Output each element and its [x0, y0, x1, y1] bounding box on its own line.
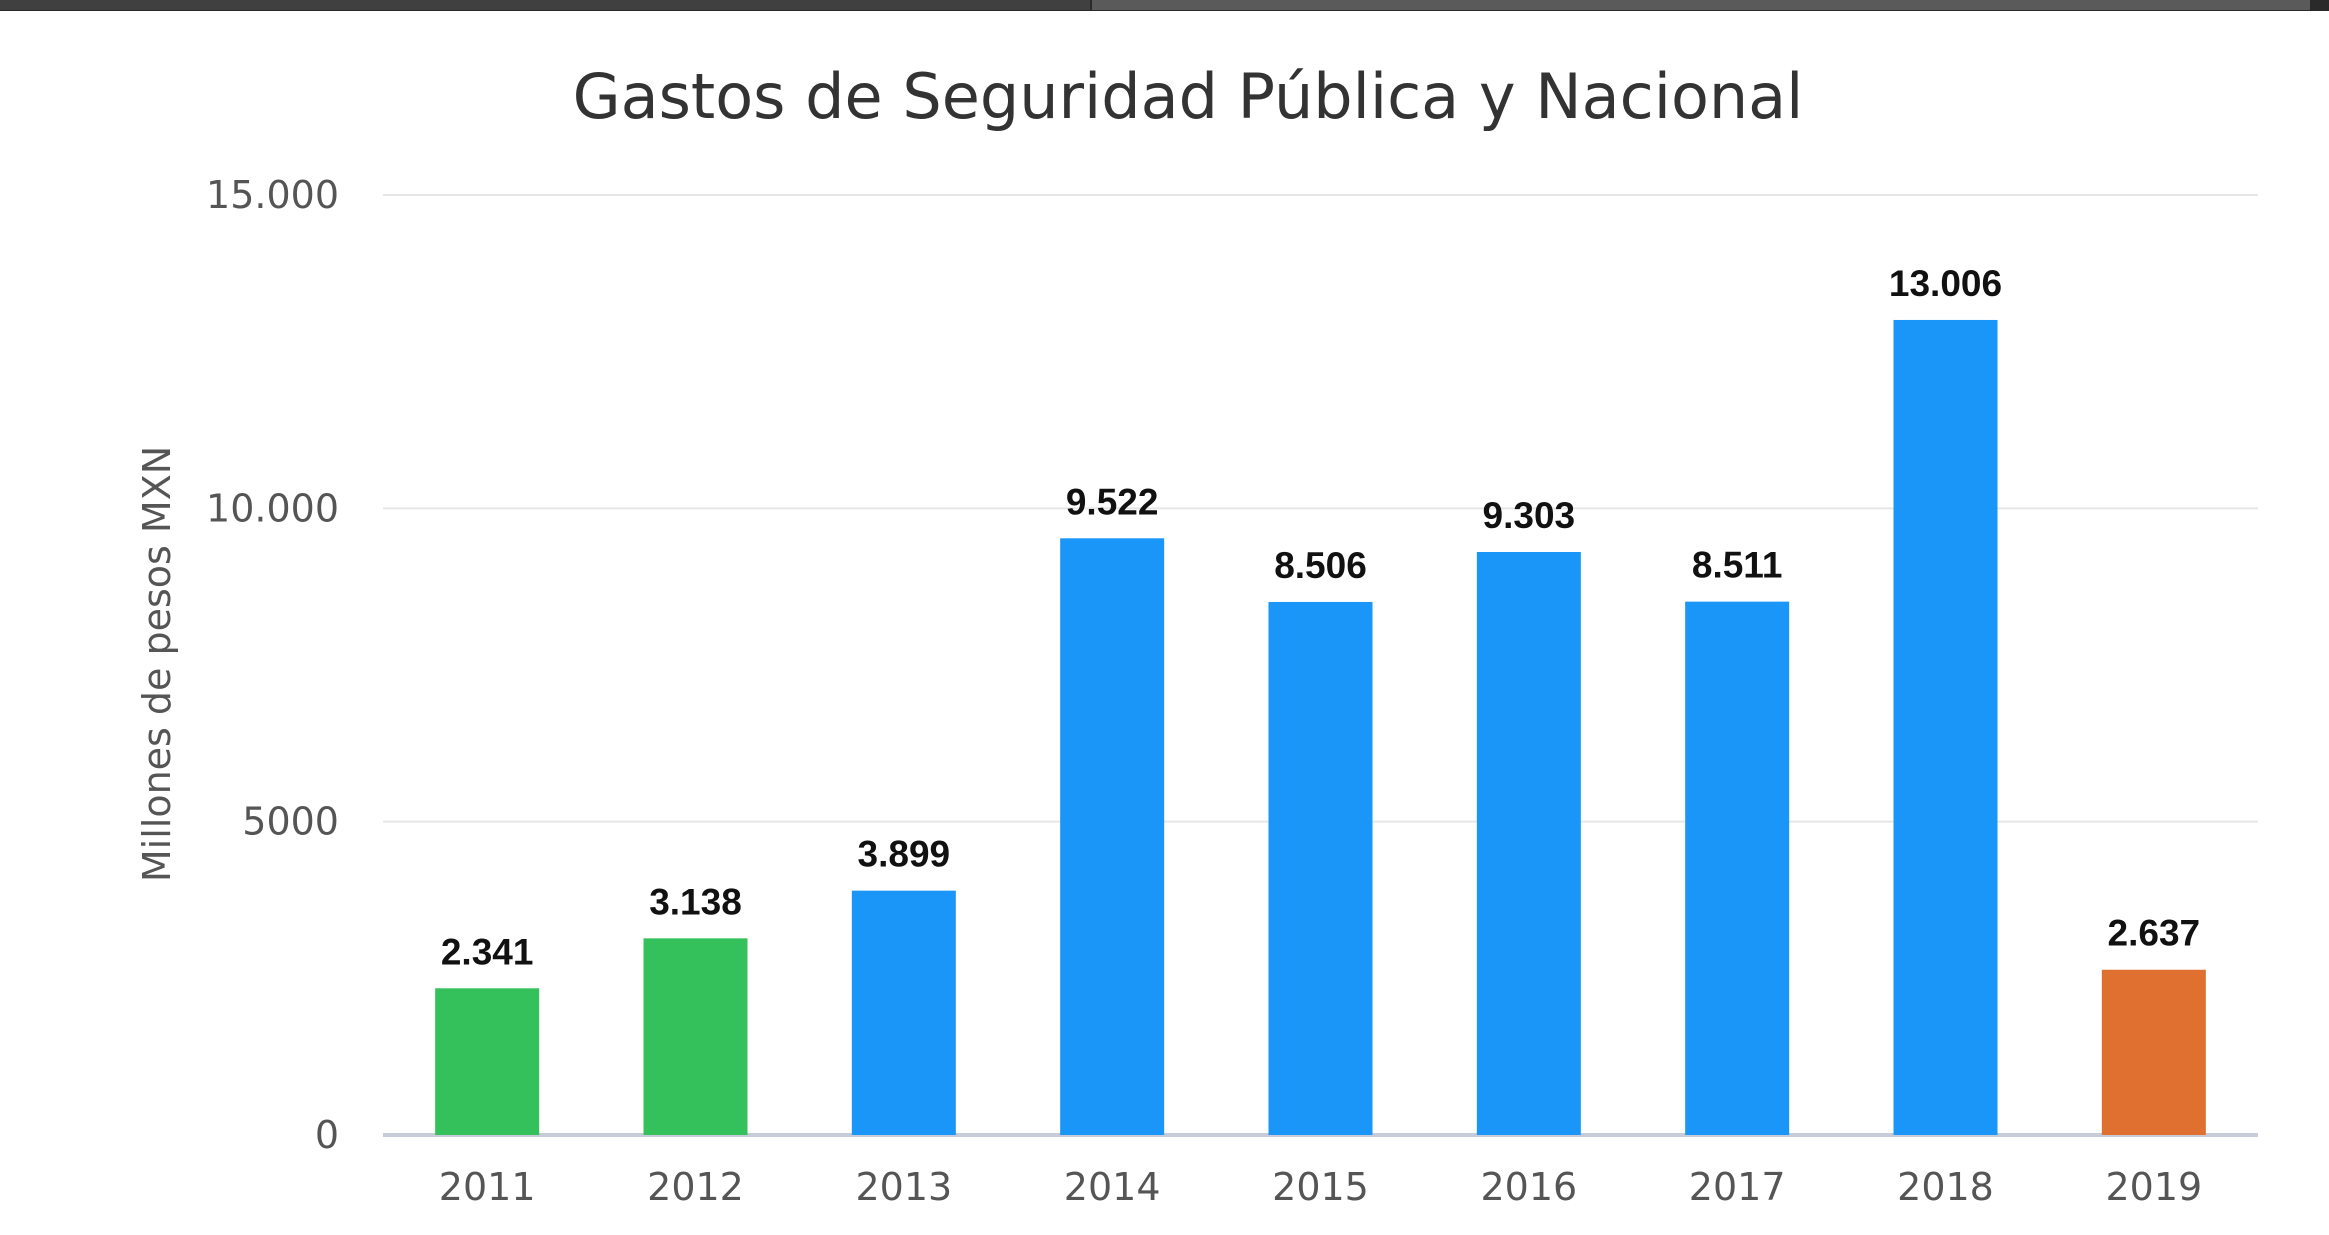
- x-tick-label: 2016: [1480, 1165, 1577, 1209]
- x-tick-label: 2017: [1689, 1165, 1786, 1209]
- bar: [643, 938, 748, 1135]
- bar: [1268, 601, 1373, 1135]
- y-tick-label: 15.000: [206, 173, 339, 217]
- window-top-bar: [0, 0, 2329, 11]
- x-tick-label: 2012: [647, 1165, 744, 1209]
- y-axis-label: Millones de pesos MXN: [135, 446, 179, 882]
- top-bar-right-segment: [1092, 0, 2310, 10]
- bar: [1893, 319, 1998, 1135]
- bar: [1060, 538, 1165, 1135]
- x-tick-label: 2013: [855, 1165, 952, 1209]
- data-label: 3.899: [858, 834, 951, 875]
- x-tick-label: 2018: [1897, 1165, 1994, 1209]
- y-tick-label: 5000: [242, 800, 339, 844]
- data-label: 3.138: [649, 881, 742, 922]
- bar: [851, 890, 956, 1135]
- top-bar-left-segment: [0, 0, 1090, 10]
- x-tick-label: 2014: [1064, 1165, 1161, 1209]
- data-label: 9.303: [1483, 495, 1576, 536]
- bar: [1476, 552, 1581, 1135]
- bar: [435, 988, 540, 1135]
- data-label: 9.522: [1066, 481, 1159, 522]
- bar: [2101, 969, 2206, 1135]
- data-label: 2.637: [2108, 913, 2201, 954]
- data-label: 2.341: [441, 931, 534, 972]
- y-tick-label: 10.000: [206, 486, 339, 530]
- y-tick-label: 0: [315, 1113, 339, 1157]
- data-label: 8.506: [1274, 545, 1367, 586]
- chart-title: Gastos de Seguridad Pública y Nacional: [573, 60, 1804, 133]
- x-tick-label: 2019: [2105, 1165, 2202, 1209]
- bar: [1685, 601, 1790, 1135]
- x-tick-label: 2011: [439, 1165, 536, 1209]
- data-label: 8.511: [1692, 545, 1783, 586]
- x-tick-label: 2015: [1272, 1165, 1369, 1209]
- data-label: 13.006: [1889, 263, 2002, 304]
